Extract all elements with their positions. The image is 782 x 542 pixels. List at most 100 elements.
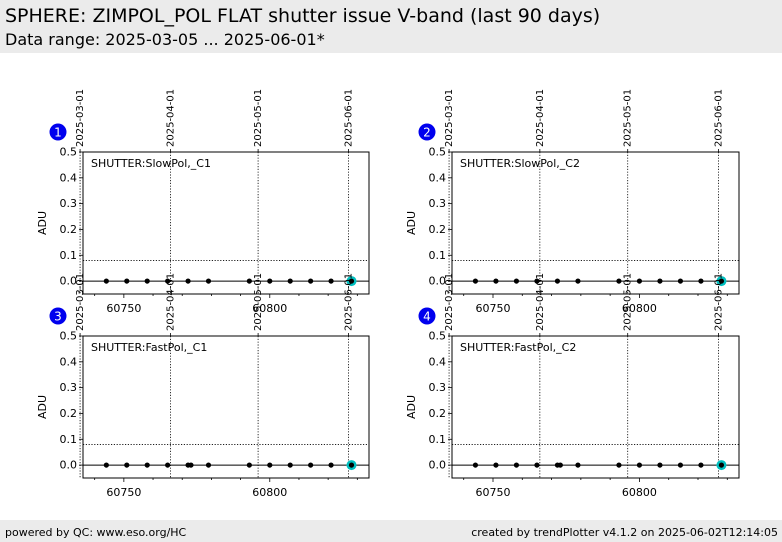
date-tick-label: 2025-06-01: [344, 89, 355, 147]
header: SPHERE: ZIMPOL_POL FLAT shutter issue V-…: [0, 0, 782, 53]
date-tick-label: 2025-06-01: [714, 89, 725, 147]
data-point: [267, 278, 273, 284]
x-tick-label: 60800: [622, 302, 657, 315]
y-tick-label: 0.5: [429, 330, 447, 343]
data-point: [698, 462, 704, 468]
panel-number: 1: [54, 126, 62, 140]
y-tick-label: 0.1: [60, 249, 78, 262]
data-point: [554, 278, 561, 284]
data-point: [124, 462, 130, 468]
data-point: [205, 462, 212, 468]
panel-number-badge: [49, 123, 67, 141]
y-tick-label: 0.2: [429, 223, 447, 236]
y-tick-label: 0.0: [429, 275, 447, 288]
y-tick-label: 0.1: [429, 249, 447, 262]
data-point: [287, 462, 293, 468]
data-point: [188, 462, 194, 468]
data-point: [657, 278, 663, 284]
date-tick-label: 2025-05-01: [623, 273, 634, 331]
x-tick-label: 60750: [476, 486, 511, 499]
x-tick-label: 60750: [106, 486, 141, 499]
data-point: [246, 278, 252, 284]
data-point: [493, 278, 499, 284]
date-tick-label: 2025-05-01: [253, 273, 264, 331]
panel-label: SHUTTER:FastPol,_C2: [460, 341, 576, 354]
y-axis-label: ADU: [405, 395, 418, 419]
data-point: [657, 462, 663, 468]
data-point: [557, 462, 563, 468]
data-point: [328, 462, 334, 468]
latest-point: [718, 462, 725, 468]
data-point: [103, 462, 109, 468]
panel-number-badge: [49, 307, 67, 325]
y-tick-label: 0.0: [429, 459, 447, 472]
y-tick-label: 0.4: [60, 355, 78, 368]
data-point: [616, 462, 622, 468]
data-point: [677, 278, 684, 284]
data-point: [308, 462, 314, 468]
plot-frame: [82, 151, 370, 295]
data-point: [165, 278, 171, 284]
data-point: [246, 462, 252, 468]
data-point: [677, 462, 684, 468]
date-tick-label: 2025-04-01: [535, 89, 546, 147]
data-point: [575, 278, 581, 284]
data-point: [513, 278, 520, 284]
y-tick-label: 0.3: [60, 381, 78, 394]
panel-number: 4: [423, 310, 431, 324]
y-tick-label: 0.3: [60, 197, 78, 210]
panel-label: SHUTTER:FastPol,_C1: [91, 341, 207, 354]
date-tick-label: 2025-04-01: [166, 273, 177, 331]
data-point: [534, 278, 540, 284]
panel-label: SHUTTER:SlowPol,_C1: [91, 157, 211, 170]
date-tick-label: 2025-04-01: [535, 273, 546, 331]
trend-panel-4: 2025-03-01 2025-04-01 2025-05-01 2025-06-01…: [405, 273, 740, 499]
data-point: [534, 462, 540, 468]
date-tick-label: 2025-03-01: [75, 89, 86, 147]
y-tick-label: 0.4: [60, 171, 78, 184]
plot-frame: [451, 335, 740, 479]
date-tick-label: 2025-03-01: [75, 273, 86, 331]
data-point: [144, 462, 150, 468]
date-tick-label: 2025-05-01: [253, 89, 264, 147]
y-axis-label: ADU: [405, 211, 418, 235]
y-tick-label: 0.5: [60, 330, 78, 343]
footer: powered by QC: www.eso.org/HC created by…: [0, 520, 782, 542]
y-tick-label: 0.1: [60, 433, 78, 446]
panel-number: 3: [54, 310, 62, 324]
x-tick-label: 60750: [106, 302, 141, 315]
data-point: [185, 278, 191, 284]
latest-point: [348, 278, 355, 284]
trend-panel-2: 2025-03-01 2025-04-01 2025-05-01 2025-06-01…: [405, 89, 740, 315]
date-tick-label: 2025-06-01: [344, 273, 355, 331]
data-point: [287, 278, 293, 284]
data-point: [144, 278, 150, 284]
y-tick-label: 0.3: [429, 197, 447, 210]
latest-point: [348, 462, 355, 468]
date-tick-label: 2025-03-01: [444, 273, 455, 331]
y-tick-label: 0.5: [60, 146, 78, 159]
data-point: [636, 278, 643, 284]
x-tick-label: 60750: [476, 302, 511, 315]
data-point: [328, 278, 334, 284]
trend-panel-1: 2025-03-01 2025-04-01 2025-05-01 2025-06-01…: [36, 89, 370, 315]
data-point: [103, 278, 109, 284]
y-tick-label: 0.2: [60, 407, 78, 420]
x-tick-label: 60800: [252, 302, 287, 315]
x-tick-label: 60800: [622, 486, 657, 499]
x-tick-label: 60800: [252, 486, 287, 499]
data-point: [575, 462, 581, 468]
data-point: [636, 462, 643, 468]
y-axis-label: ADU: [36, 395, 49, 419]
data-point: [616, 278, 622, 284]
y-tick-label: 0.2: [60, 223, 78, 236]
data-point: [124, 278, 130, 284]
panel-number-badge: [418, 307, 436, 325]
data-point: [493, 462, 499, 468]
latest-point: [718, 278, 725, 284]
page-title: SPHERE: ZIMPOL_POL FLAT shutter issue V-…: [5, 5, 601, 27]
date-tick-label: 2025-05-01: [623, 89, 634, 147]
panel-number-badge: [418, 123, 436, 141]
data-point: [472, 278, 479, 284]
